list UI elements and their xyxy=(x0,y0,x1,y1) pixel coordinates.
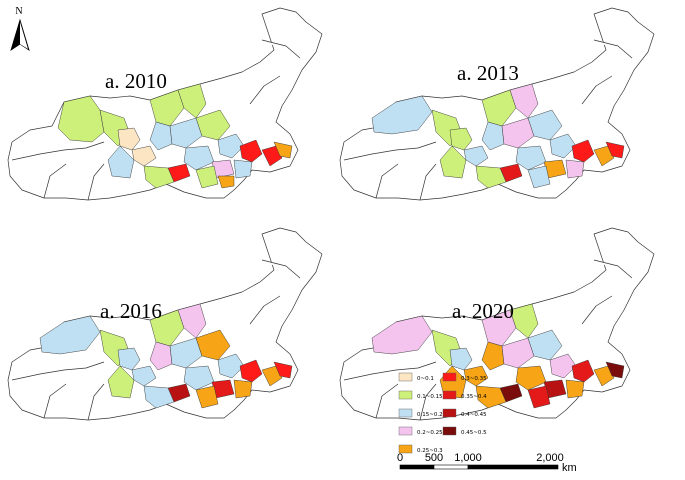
legend-swatch-1 xyxy=(398,390,413,400)
map-2016: a. 2016 xyxy=(7,227,323,421)
legend-swatch-3 xyxy=(398,426,413,436)
legend-label-4: 0.25~0.3 xyxy=(417,448,443,454)
scale-tick-0: 0 xyxy=(397,452,403,464)
legend-label-0: 0~0.1 xyxy=(417,376,434,382)
map-2013: a. 2013 xyxy=(339,7,655,201)
north-arrow-label: N xyxy=(15,6,22,17)
legend: 0~0.1 0.1~0.15 0.15~0.2 0.2~0.25 0.25~0.… xyxy=(398,372,487,454)
map-2013-title: a. 2013 xyxy=(457,61,519,85)
legend-label-2: 0.15~0.2 xyxy=(417,412,443,418)
legend-swatch-0 xyxy=(398,372,413,382)
scale-unit: km xyxy=(562,462,577,474)
map-2010-title: a. 2010 xyxy=(105,69,167,93)
legend-swatch-2 xyxy=(398,408,413,418)
legend-swatch-8 xyxy=(442,426,457,436)
legend-swatch-7 xyxy=(442,408,457,418)
legend-label-7: 0.4~0.45 xyxy=(461,412,487,418)
legend-swatch-4 xyxy=(398,444,413,454)
legend-label-1: 0.1~0.15 xyxy=(417,394,443,400)
legend-swatch-6 xyxy=(442,390,457,400)
scale-bar: 0 500 1,000 2,000 km xyxy=(397,452,577,474)
map-2010-units xyxy=(57,83,293,189)
legend-label-3: 0.2~0.25 xyxy=(417,430,443,436)
map-2010: a. 2010 xyxy=(7,7,323,201)
legend-label-5: 0.3~0.35 xyxy=(461,376,487,382)
map-2016-title: a. 2016 xyxy=(100,299,162,323)
north-arrow: N xyxy=(10,6,30,51)
map-2020-units xyxy=(371,303,625,409)
legend-label-8: 0.45~0.5 xyxy=(461,430,487,436)
scale-tick-2000: 2,000 xyxy=(536,452,564,464)
map-2020-title: a. 2020 xyxy=(452,299,514,323)
scale-tick-1000: 1,000 xyxy=(454,452,482,464)
map-2016-units xyxy=(39,303,293,409)
legend-swatch-5 xyxy=(442,372,457,382)
scale-tick-500: 500 xyxy=(425,452,443,464)
map-2020: a. 2020 xyxy=(339,227,655,421)
legend-label-6: 0.35~0.4 xyxy=(461,394,487,400)
map-2013-units xyxy=(371,83,625,189)
